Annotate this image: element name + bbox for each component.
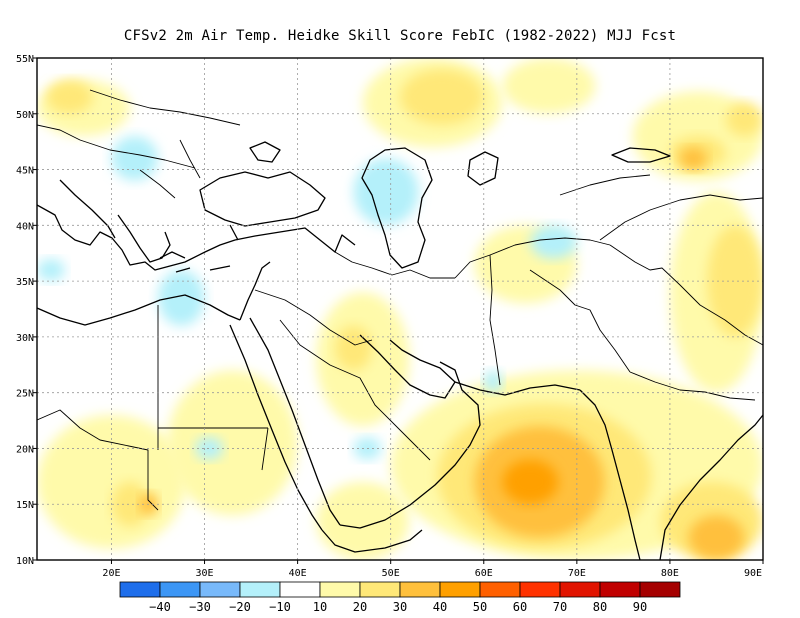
y-tick-label: 40N <box>16 221 34 232</box>
grid-lines <box>37 58 763 560</box>
skill-field-8 <box>725 102 763 137</box>
x-tick-label: 20E <box>102 568 120 579</box>
y-tick-label: 20N <box>16 444 34 455</box>
skill-field-10 <box>707 225 763 337</box>
colorbar-swatch <box>319 581 361 598</box>
skill-field-24 <box>316 481 410 560</box>
coast-india-east <box>659 414 763 560</box>
y-tick-label: 30N <box>16 333 34 344</box>
skill-field-32 <box>483 370 503 393</box>
coast-italy <box>59 179 116 239</box>
x-tick-labels: 20E 30E 40E 50E 60E 70E 80E 90E <box>102 560 764 579</box>
coast-europe <box>37 204 356 271</box>
coast-caspian <box>361 147 433 269</box>
y-tick-label: 55N <box>16 54 34 65</box>
y-tick-label: 10N <box>16 556 34 567</box>
skill-field-14 <box>167 370 298 516</box>
colorbar-swatch <box>439 581 481 598</box>
x-tick-label: 30E <box>196 568 214 579</box>
x-tick-label: 70E <box>568 568 586 579</box>
coast-aral <box>467 151 499 186</box>
coastline-layer <box>37 141 763 560</box>
coast-levant <box>239 261 271 321</box>
skill-field-23 <box>688 515 745 560</box>
y-tick-label: 45N <box>16 166 34 177</box>
skill-field-1 <box>400 69 484 125</box>
colorbar-label: −40 <box>149 600 171 614</box>
coast-black-sea <box>199 171 326 227</box>
coast-arabia <box>339 361 481 529</box>
y-tick-label: 25N <box>16 389 34 400</box>
colorbar-label: 70 <box>553 600 567 614</box>
y-tick-labels: 10N 15N 20N 25N 30N 35N 40N 45N 50N 55N <box>16 54 37 567</box>
colorbar-swatch <box>199 581 241 598</box>
x-tick-label: 40E <box>289 568 307 579</box>
map-title: CFSv2 2m Air Temp. Heidke Skill Score Fe… <box>123 28 677 44</box>
colorbar-swatch <box>639 581 681 598</box>
map-frame <box>36 57 764 561</box>
colorbar-label: −10 <box>269 600 291 614</box>
colorbar-label: 80 <box>593 600 607 614</box>
colorbar-swatch <box>519 581 561 598</box>
coast-somalia <box>321 529 423 553</box>
coast-azov <box>249 141 281 163</box>
colorbar-label: 60 <box>513 600 527 614</box>
coast-persian-gulf <box>359 334 456 399</box>
colorbar-swatch <box>359 581 401 598</box>
colorbar-label: 20 <box>353 600 367 614</box>
y-tick-label: 50N <box>16 110 34 121</box>
skill-field-7 <box>679 147 708 170</box>
colorbar-swatch <box>399 581 441 598</box>
skill-field-30 <box>195 437 224 460</box>
colorbar-swatch <box>239 581 281 598</box>
shaded-field-layer <box>37 58 763 560</box>
skill-field-29 <box>530 225 577 259</box>
y-tick-label: 15N <box>16 500 34 511</box>
colorbar-label: −30 <box>189 600 211 614</box>
country-border-layer <box>37 89 763 511</box>
colorbar-swatch <box>599 581 641 598</box>
colorbar-swatch <box>279 581 321 598</box>
coast-greece <box>117 214 171 263</box>
colorbar: −40 −30 −20 −10 10 20 30 40 50 60 70 80 90 <box>119 581 681 614</box>
skill-field-13 <box>334 325 373 371</box>
colorbar-label: 30 <box>393 600 407 614</box>
coast-islands <box>159 224 239 273</box>
x-tick-label: 60E <box>475 568 493 579</box>
coast-red-sea-east <box>249 317 341 526</box>
colorbar-label: 90 <box>633 600 647 614</box>
x-tick-label: 50E <box>382 568 400 579</box>
y-tick-label: 35N <box>16 277 34 288</box>
coast-iran-pakistan <box>454 381 581 396</box>
coast-north-africa <box>37 294 241 326</box>
coast-red-sea-west <box>229 324 323 531</box>
colorbar-label: 40 <box>433 600 447 614</box>
colorbar-swatch <box>479 581 521 598</box>
skill-field-25 <box>111 136 158 181</box>
skill-field-21 <box>502 459 559 505</box>
colorbar-label: 10 <box>313 600 327 614</box>
colorbar-label: 50 <box>473 600 487 614</box>
skill-field-28 <box>353 158 419 226</box>
skill-field-3 <box>46 80 93 114</box>
skill-field-27 <box>37 258 65 282</box>
skill-field-26 <box>158 269 205 326</box>
colorbar-swatch <box>559 581 601 598</box>
colorbar-swatch <box>119 581 161 598</box>
x-tick-label: 80E <box>661 568 679 579</box>
skill-field-16 <box>111 481 149 527</box>
x-tick-label: 90E <box>744 568 762 579</box>
skill-field-4 <box>502 58 596 114</box>
colorbar-label: −20 <box>229 600 251 614</box>
colorbar-swatch <box>159 581 201 598</box>
coast-india-west <box>579 389 641 560</box>
coast-balkhash <box>611 147 671 163</box>
